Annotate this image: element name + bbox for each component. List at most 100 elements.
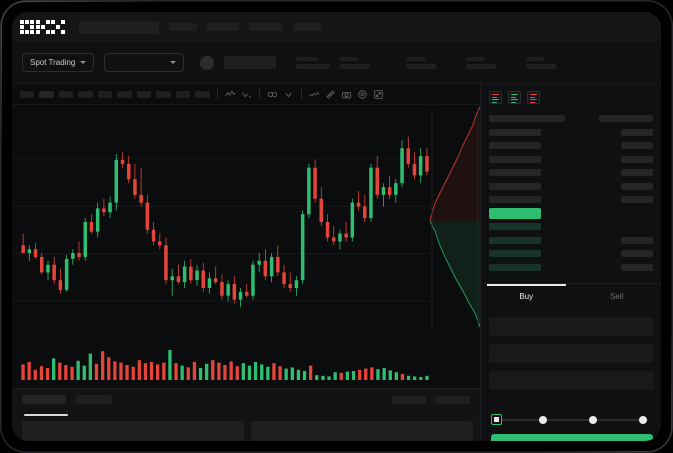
orderbook-view-both-icon[interactable] — [489, 91, 502, 104]
orderbook-price-bar — [489, 115, 565, 122]
interval-button-2[interactable] — [39, 90, 54, 98]
slider-step-4[interactable] — [639, 415, 647, 424]
amount-input[interactable] — [489, 344, 654, 363]
orderbook-amount-bar — [621, 128, 653, 136]
stat-24h-volume — [526, 56, 557, 69]
slider-step-3[interactable] — [589, 415, 597, 424]
orderbook-bid-row[interactable] — [489, 263, 653, 272]
stat-last-price — [296, 56, 331, 69]
orderbook-price-bar — [489, 142, 541, 149]
orderbook-ask-row[interactable] — [489, 128, 653, 137]
bottom-action-1[interactable] — [392, 395, 426, 404]
chart-toolbar — [12, 84, 480, 105]
place-buy-order-button[interactable] — [491, 434, 653, 441]
tab-buy[interactable]: Buy — [481, 284, 572, 309]
candlestick-svg — [12, 136, 430, 308]
candlestick-chart[interactable] — [12, 105, 480, 335]
orderbook-amount-bar — [621, 263, 653, 271]
total-input[interactable] — [489, 371, 654, 390]
tab-sell-label: Sell — [610, 292, 624, 301]
nav-item-4[interactable] — [293, 23, 321, 31]
interval-button-10[interactable] — [195, 90, 210, 98]
interval-button-7[interactable] — [137, 90, 151, 98]
fullscreen-icon[interactable] — [373, 89, 384, 100]
bottom-action-2[interactable] — [436, 395, 470, 404]
volume-histogram[interactable] — [12, 335, 480, 388]
orderbook-ask-row[interactable] — [489, 141, 653, 150]
pair-selector-dropdown[interactable] — [104, 53, 185, 72]
tab-sell[interactable]: Sell — [572, 284, 662, 309]
header-nav — [169, 23, 321, 31]
ruler-icon[interactable] — [325, 89, 336, 100]
orderbook-price-bar — [489, 236, 541, 244]
orderbook-view-sell-icon[interactable] — [527, 91, 540, 104]
orderbook-price-bar — [489, 207, 541, 219]
orderbook-amount-bar — [621, 196, 653, 203]
interval-button-1[interactable] — [20, 90, 34, 98]
orderbook-ask-row[interactable] — [489, 155, 653, 164]
orderbook-price-bar — [489, 196, 541, 203]
stat-24h-high — [406, 56, 437, 69]
orderbook-amount-bar — [621, 182, 653, 190]
trade-form-tabs: Buy Sell — [481, 283, 661, 309]
orderbook-ask-row[interactable] — [489, 182, 653, 191]
coin-avatar — [200, 55, 215, 70]
okx-logo-icon[interactable] — [20, 20, 65, 34]
stat-24h-change — [340, 56, 371, 69]
market-type-label: Spot Trading — [30, 58, 76, 67]
orderbook-last-price-row[interactable] — [489, 207, 653, 219]
orderbook-amount-bar — [621, 155, 653, 163]
orders-panel-tabs — [12, 389, 480, 404]
tab-buy-label: Buy — [519, 292, 534, 301]
line-chart-icon[interactable] — [309, 89, 320, 100]
search-input[interactable] — [79, 20, 159, 34]
candle-type-icon[interactable] — [241, 89, 252, 100]
amount-percent-slider[interactable] — [491, 414, 653, 426]
orderbook-price-bar — [489, 223, 541, 230]
orderbook-price-bar — [489, 250, 541, 257]
orderbook-price-bar — [489, 128, 541, 136]
price-input[interactable] — [489, 317, 654, 336]
interval-button-5[interactable] — [98, 90, 112, 98]
orderbook-amount-bar — [621, 250, 653, 257]
stat-24h-low — [466, 56, 497, 69]
orderbook-price-bar — [489, 182, 541, 190]
indicators-icon[interactable] — [225, 89, 236, 100]
orderbook-price-bar — [489, 263, 541, 271]
interval-button-4[interactable] — [78, 90, 93, 98]
interval-button-6[interactable] — [117, 90, 132, 98]
nav-item-3[interactable] — [249, 23, 283, 31]
orderbook-header-row[interactable] — [489, 114, 653, 123]
camera-icon[interactable] — [341, 89, 352, 100]
orderbook-ask-row[interactable] — [489, 168, 653, 177]
orderbook-view-buy-icon[interactable] — [508, 91, 521, 104]
orders-block-2[interactable] — [251, 421, 473, 441]
slider-step-2[interactable] — [539, 415, 547, 424]
pair-name-placeholder — [224, 56, 277, 69]
orderbook-bid-row[interactable] — [489, 236, 653, 245]
orderbook-ask-row[interactable] — [489, 195, 653, 204]
order-book-rows[interactable] — [481, 110, 661, 272]
bottom-tab-open-orders[interactable] — [22, 395, 66, 404]
orders-block-1[interactable] — [22, 421, 244, 441]
orderbook-bid-row[interactable] — [489, 249, 653, 258]
slider-handle[interactable] — [491, 414, 502, 425]
chevron-down-icon[interactable] — [283, 89, 294, 100]
toolbar-divider — [259, 89, 260, 99]
order-book-panel: Buy Sell — [480, 84, 661, 441]
interval-button-3[interactable] — [59, 90, 73, 98]
settings-gear-icon[interactable] — [357, 89, 368, 100]
interval-button-9[interactable] — [176, 90, 190, 98]
orders-content — [22, 421, 473, 441]
bottom-tab-order-history[interactable] — [76, 395, 112, 404]
market-type-dropdown[interactable]: Spot Trading — [22, 53, 95, 72]
interval-button-8[interactable] — [156, 90, 171, 98]
compare-icon[interactable] — [267, 89, 278, 100]
nav-item-2[interactable] — [207, 23, 239, 31]
nav-item-1[interactable] — [169, 23, 197, 31]
depth-chart-svg — [430, 105, 480, 335]
orderbook-amount-bar — [621, 236, 653, 244]
orderbook-bid-row[interactable] — [489, 222, 653, 231]
ticker-bar: Spot Trading — [12, 42, 661, 84]
orders-panel — [12, 388, 480, 441]
